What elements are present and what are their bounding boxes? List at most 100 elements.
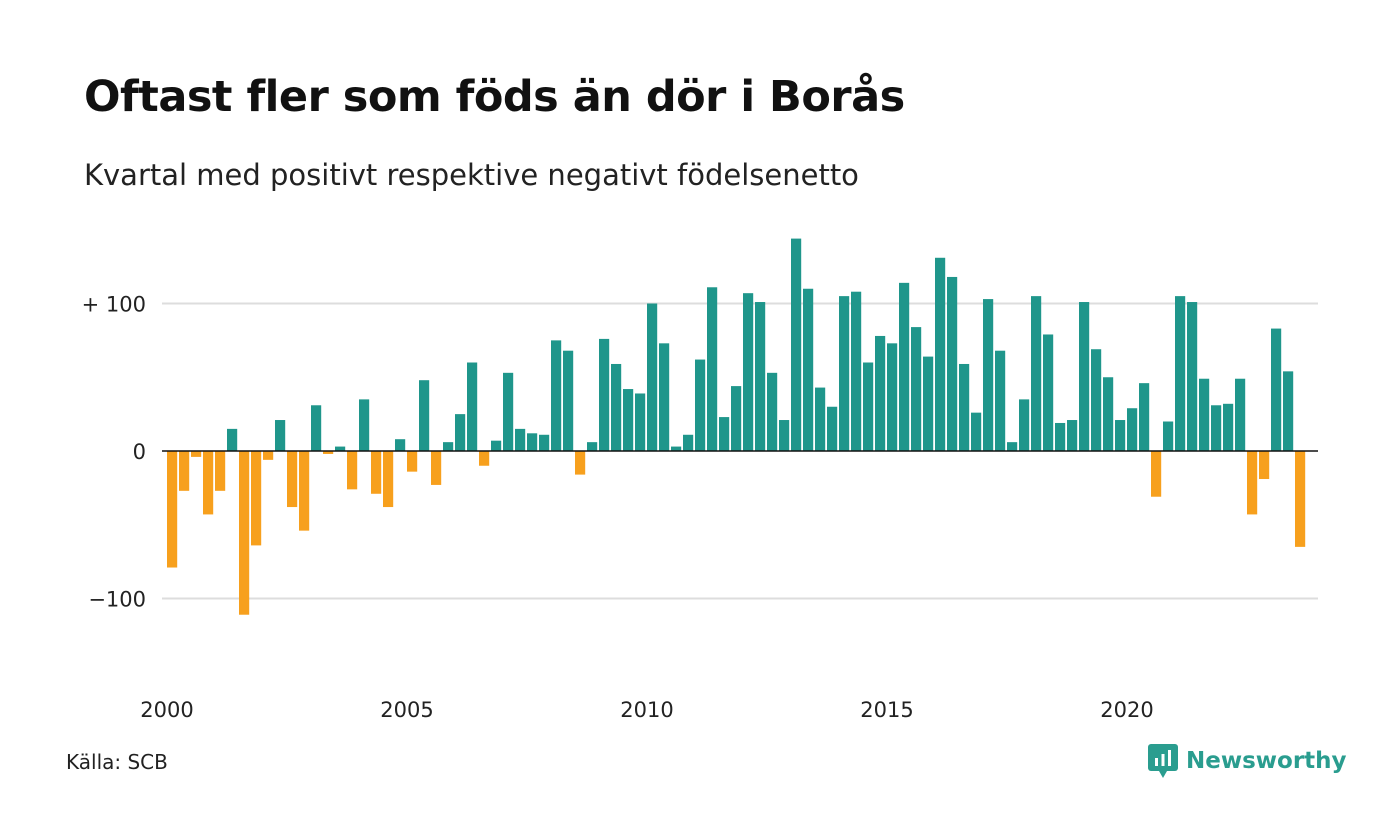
bar [923, 356, 934, 451]
bar [1211, 405, 1222, 451]
bar [659, 343, 670, 451]
bar [947, 276, 958, 451]
bar [671, 446, 682, 451]
bar [683, 434, 694, 451]
bar [767, 372, 778, 451]
bar [707, 287, 718, 451]
bar [647, 303, 658, 451]
bar [611, 363, 622, 451]
x-tick-label: 2015 [860, 698, 913, 722]
bar [851, 291, 862, 451]
bar [191, 451, 202, 457]
chart-subtitle: Kvartal med positivt respektive negativt… [84, 158, 859, 192]
bar [875, 335, 886, 451]
bar [1115, 420, 1126, 451]
bar [395, 439, 406, 451]
bar [1295, 451, 1306, 547]
bar [1235, 378, 1246, 451]
bar [1103, 377, 1114, 451]
bar [1223, 403, 1234, 451]
bar [731, 386, 742, 451]
y-tick-label: −100 [88, 588, 146, 612]
bar [1139, 383, 1150, 451]
bar [239, 451, 250, 615]
bar [719, 417, 730, 451]
bar [443, 442, 454, 451]
bar [1163, 421, 1174, 451]
bar [215, 451, 226, 491]
bar [287, 451, 298, 508]
bar [359, 399, 370, 451]
bar [515, 428, 526, 451]
bar [479, 451, 490, 466]
bar [311, 405, 322, 451]
bar [251, 451, 262, 546]
bar [323, 451, 334, 454]
bar [995, 350, 1006, 451]
bar [1019, 399, 1030, 451]
bar [815, 387, 826, 451]
bar [335, 446, 346, 451]
bar [503, 372, 514, 451]
bar [263, 451, 274, 460]
bar [179, 451, 190, 491]
bar [623, 389, 634, 451]
x-tick-label: 2020 [1100, 698, 1153, 722]
bar [779, 420, 790, 451]
bar [971, 412, 982, 451]
bar [1271, 328, 1282, 451]
bar [887, 343, 898, 451]
bar [203, 451, 214, 515]
x-tick-label: 2000 [140, 698, 193, 722]
bar [167, 451, 178, 568]
bar [983, 299, 994, 451]
bar [587, 442, 598, 451]
bar [1079, 302, 1090, 451]
bar [1091, 349, 1102, 451]
bar [1247, 451, 1258, 515]
bar [1127, 408, 1138, 451]
bar [431, 451, 442, 485]
bar [383, 451, 394, 508]
bar [1151, 451, 1162, 497]
bar [1043, 334, 1054, 451]
bar [791, 238, 802, 451]
bar [839, 296, 850, 451]
bar [899, 282, 910, 451]
bar [347, 451, 358, 490]
bar [1007, 442, 1018, 451]
chart-title: Oftast fler som föds än dör i Borås [84, 72, 905, 122]
bar [371, 451, 382, 494]
bar [1067, 420, 1078, 451]
bar [755, 302, 766, 451]
bar [563, 350, 574, 451]
bar [467, 362, 478, 451]
bar [455, 414, 466, 451]
bar [527, 433, 538, 451]
brand-name: Newsworthy [1186, 748, 1347, 774]
bar [227, 428, 238, 451]
bar [599, 338, 610, 451]
bar [407, 451, 418, 472]
bar [695, 359, 706, 451]
bar [275, 420, 286, 451]
bar [1259, 451, 1270, 480]
bar [1055, 422, 1066, 451]
newsworthy-chart-icon [1148, 744, 1178, 778]
bar [803, 288, 814, 451]
source-note: Källa: SCB [66, 750, 168, 774]
bar [299, 451, 310, 531]
bar [1031, 296, 1042, 451]
bar [959, 363, 970, 451]
bar [419, 380, 430, 451]
bar [635, 393, 646, 451]
bar [1175, 296, 1186, 451]
x-tick-label: 2010 [620, 698, 673, 722]
y-tick-label: 0 [133, 440, 146, 464]
bar [743, 293, 754, 451]
bar [575, 451, 586, 475]
y-tick-label: + 100 [82, 293, 146, 317]
bar [1283, 371, 1294, 451]
bar [539, 434, 550, 451]
